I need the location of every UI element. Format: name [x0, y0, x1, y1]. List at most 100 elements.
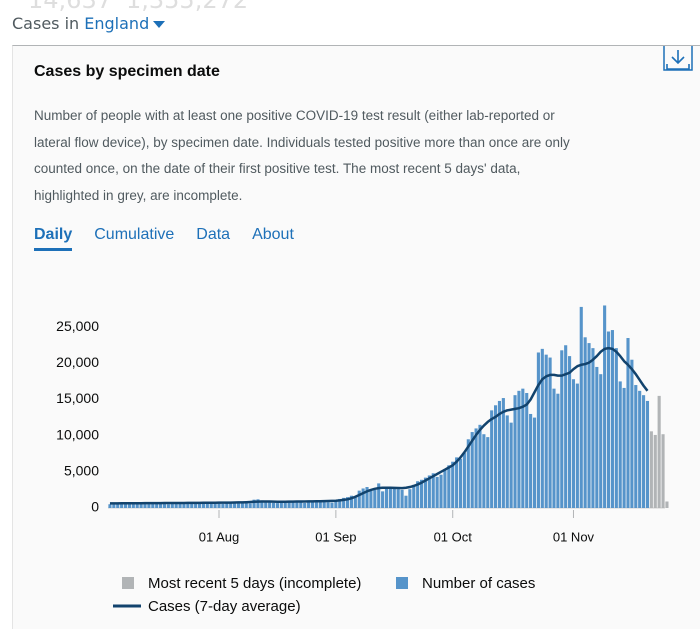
bar [170, 502, 174, 508]
bar [256, 499, 260, 508]
bar [396, 489, 400, 508]
bar [299, 502, 303, 508]
bar [381, 491, 385, 508]
bar [482, 434, 486, 508]
bar [525, 392, 529, 508]
bar [548, 357, 552, 508]
y-tick-label: 5,000 [64, 463, 99, 479]
bar [404, 495, 408, 508]
area-selector[interactable]: Cases in England [12, 14, 166, 33]
bar [217, 503, 221, 508]
tab[interactable]: About [252, 226, 294, 243]
tabs: Daily Cumulative Data About [34, 226, 316, 251]
bar [478, 424, 482, 508]
bar [182, 502, 186, 508]
bar [560, 350, 564, 508]
totals: 14,637 1,355,272 [28, 0, 262, 14]
bar [568, 356, 572, 508]
bar [147, 502, 151, 508]
legend-label: Cases (7-day average) [148, 598, 301, 615]
legend-swatch [122, 577, 134, 589]
download-button[interactable] [663, 46, 693, 72]
bar [244, 502, 248, 508]
bar [618, 381, 622, 508]
line [109, 346, 649, 505]
bar [458, 458, 463, 508]
bar [462, 453, 466, 508]
bar [131, 503, 135, 508]
bar [591, 348, 595, 508]
bar [186, 502, 190, 508]
card: Cases by specimen date Number of people … [12, 45, 700, 629]
bar [443, 468, 447, 508]
bar [159, 503, 163, 508]
area-name[interactable]: England [84, 14, 150, 33]
bar [326, 502, 330, 508]
bar [123, 503, 128, 508]
bar [248, 503, 252, 508]
bar [155, 503, 159, 508]
bar [178, 502, 182, 508]
bar [513, 395, 517, 508]
bar [291, 501, 295, 508]
bar [197, 502, 202, 508]
y-tick-label: 20,000 [56, 354, 99, 370]
y-tick-label: 0 [91, 499, 99, 515]
bar [162, 503, 167, 508]
bar [661, 434, 665, 508]
bar [556, 393, 560, 508]
bar [423, 477, 428, 508]
bar [579, 306, 583, 508]
tab[interactable]: Daily [34, 226, 73, 251]
bar [369, 489, 373, 508]
bar [552, 388, 556, 508]
bar [431, 473, 435, 508]
bar [455, 457, 459, 508]
bar [408, 489, 412, 508]
tab[interactable]: Cumulative [94, 226, 175, 243]
bar [112, 504, 116, 508]
bar [642, 395, 646, 508]
bar [209, 502, 213, 508]
bar [252, 499, 256, 508]
bar [314, 500, 318, 508]
bar [412, 484, 416, 508]
bar [127, 503, 131, 508]
bar [470, 432, 474, 508]
bar [540, 348, 544, 508]
bar [135, 504, 139, 508]
bar [233, 501, 237, 508]
bar [373, 489, 377, 508]
x-tick-label: 01 Aug [199, 529, 240, 544]
bar [388, 487, 392, 508]
bar [439, 474, 443, 508]
bar [599, 374, 603, 508]
bar [303, 502, 307, 508]
bar [143, 502, 147, 508]
bar [653, 434, 657, 508]
bar [416, 481, 420, 508]
bar [283, 500, 287, 508]
bar [603, 305, 607, 508]
bar [229, 501, 233, 508]
bar [630, 359, 634, 508]
legend-label: Number of cases [422, 575, 535, 592]
area-label: Cases in [12, 14, 80, 33]
bar [544, 354, 548, 508]
tab[interactable]: Data [196, 226, 231, 243]
bar [236, 502, 241, 508]
bar [353, 496, 357, 508]
bar [349, 495, 354, 508]
bar [264, 501, 268, 508]
bar [361, 488, 365, 508]
legend-swatch [396, 577, 408, 589]
bar [225, 501, 229, 508]
bar [626, 338, 630, 508]
bar [295, 501, 299, 508]
bar [345, 497, 350, 508]
bar [657, 395, 661, 508]
bar [174, 502, 178, 508]
total-value: 14,637 [28, 0, 112, 14]
bar [392, 488, 396, 508]
bar [665, 501, 669, 508]
